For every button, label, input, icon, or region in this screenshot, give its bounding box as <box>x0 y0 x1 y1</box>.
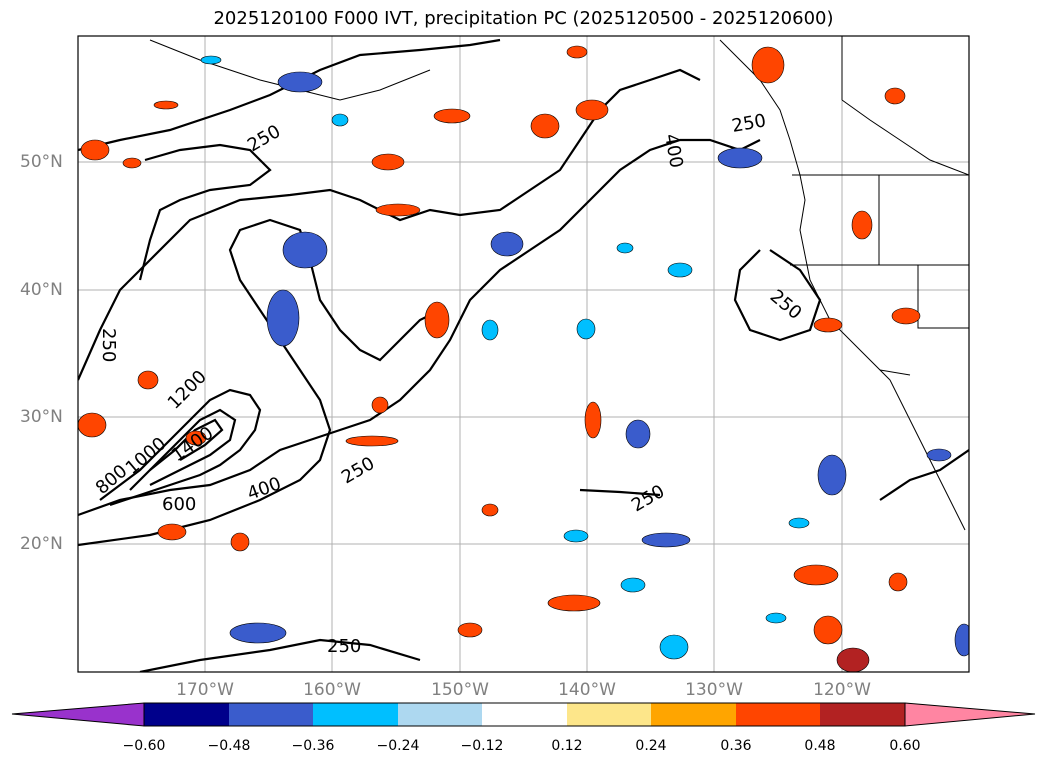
colorbar-tick: 0.24 <box>635 738 667 754</box>
colorbar-segment <box>820 703 905 726</box>
colorbar-segment <box>651 703 736 726</box>
lat-label: 20°N <box>20 534 63 554</box>
colorbar-segment <box>144 703 229 726</box>
lat-label: 50°N <box>20 152 63 172</box>
colorbar-tick: −0.60 <box>122 738 166 754</box>
colorbar-extend-low <box>11 702 145 727</box>
lon-label: 150°W <box>431 680 489 700</box>
precip-positive <box>78 45 921 672</box>
colorbar-tick: 0.36 <box>720 738 752 754</box>
colorbar-segment <box>229 703 313 726</box>
colorbar-segment <box>313 703 398 726</box>
lon-label: 120°W <box>813 680 871 700</box>
colorbar-tick: 0.12 <box>551 738 583 754</box>
contour-label: 250 <box>98 328 119 362</box>
colorbar-tick: −0.48 <box>207 738 251 754</box>
lon-label: 140°W <box>558 680 616 700</box>
map-border <box>77 35 970 673</box>
lon-label: 170°W <box>176 680 234 700</box>
colorbar-tick: −0.24 <box>376 738 420 754</box>
contour-label: 250 <box>327 636 361 657</box>
colorbar-extend-high <box>904 702 1036 727</box>
lat-label: 40°N <box>20 280 63 300</box>
colorbar-segment <box>736 703 820 726</box>
colorbar-segment <box>482 703 567 726</box>
precip-negative <box>200 55 969 660</box>
lon-label: 130°W <box>685 680 743 700</box>
contour-label: 600 <box>162 494 196 515</box>
lat-label: 30°N <box>20 407 63 427</box>
colorbar-segment <box>398 703 482 726</box>
colorbar-tick: −0.12 <box>460 738 504 754</box>
colorbar-tick: 0.60 <box>889 738 921 754</box>
colorbar-segment <box>567 703 651 726</box>
lon-label: 160°W <box>303 680 361 700</box>
colorbar-tick: −0.36 <box>291 738 335 754</box>
colorbar-tick: 0.48 <box>804 738 836 754</box>
map-title: 2025120100 F000 IVT, precipitation PC (2… <box>213 8 834 29</box>
colorbar <box>11 702 1036 727</box>
